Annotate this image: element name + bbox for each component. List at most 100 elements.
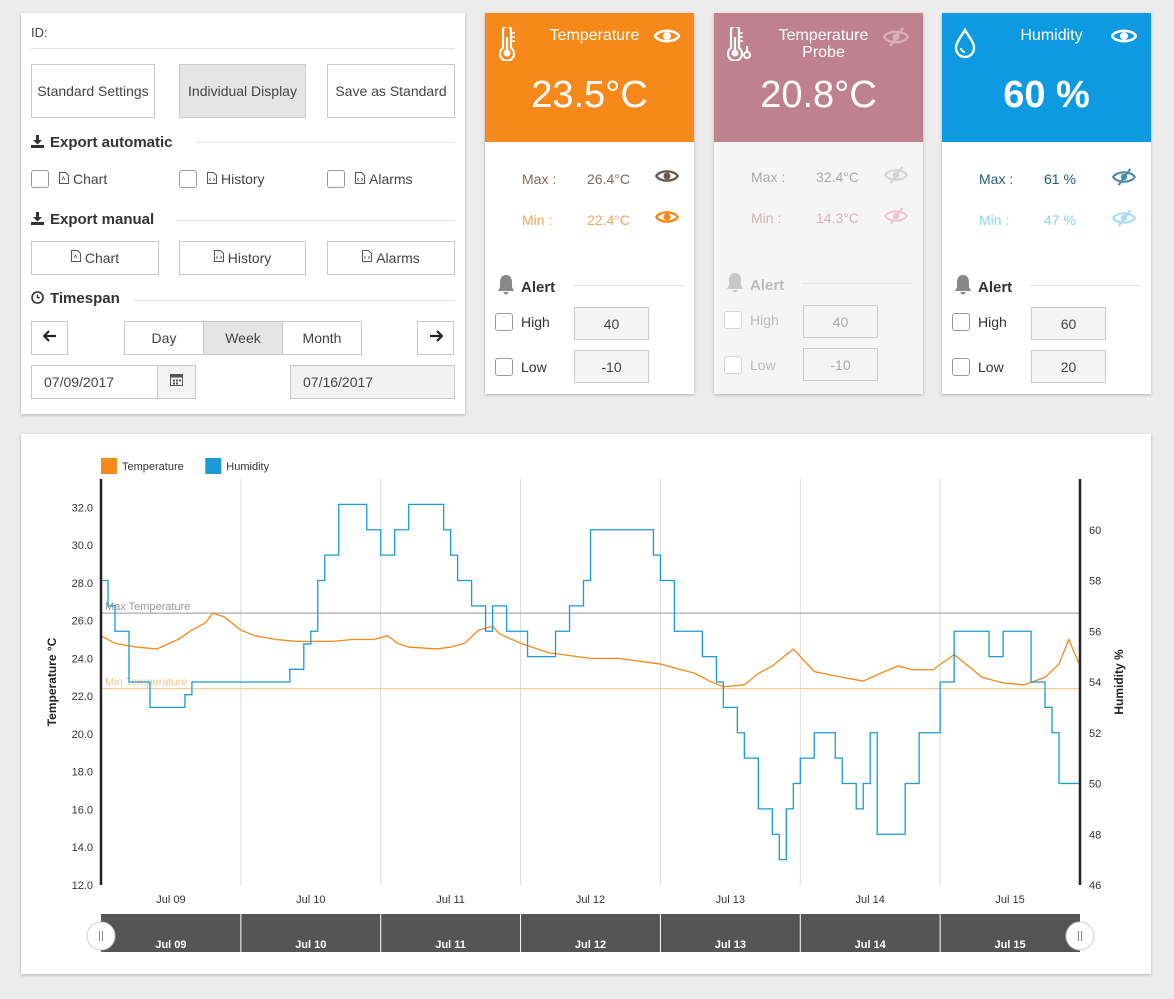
save-as-standard-button[interactable]: Save as Standard — [327, 64, 455, 118]
end-date-input[interactable]: 07/16/2017 — [290, 365, 455, 399]
y-right-tick-label: 50 — [1089, 779, 1101, 791]
temperature-card-header: Temperature 23.5°C — [485, 13, 694, 142]
alert-low-checkbox[interactable] — [495, 358, 513, 376]
y-left-tick-label: 12.0 — [72, 880, 93, 892]
y-left-tick-label: 14.0 — [72, 842, 93, 854]
auto-export-chart-checkbox[interactable] — [31, 170, 49, 188]
alert-low-checkbox[interactable] — [724, 356, 742, 374]
y-left-tick-label: 16.0 — [72, 804, 93, 816]
max-value: 32.4°C — [816, 169, 859, 185]
y-left-tick-label: 30.0 — [72, 540, 93, 552]
export-chart-button[interactable]: Chart — [31, 241, 159, 275]
eye-slash-icon[interactable] — [883, 166, 909, 187]
auto-export-alarms-checkbox[interactable] — [327, 170, 345, 188]
timespan-day-button[interactable]: Day — [124, 321, 204, 355]
timespan-week-button[interactable]: Week — [203, 321, 283, 355]
alert-low-input[interactable]: -10 — [803, 348, 878, 381]
alert-low-checkbox[interactable] — [952, 358, 970, 376]
auto-export-history-label: History — [221, 171, 265, 187]
bell-icon — [726, 272, 744, 298]
navigator-label: Jul 09 — [155, 939, 186, 951]
eye-slash-icon[interactable] — [1111, 209, 1137, 230]
alert-low-row[interactable]: Low — [952, 358, 1004, 376]
alert-low-input[interactable]: 20 — [1031, 350, 1106, 383]
alert-low-row[interactable]: Low — [724, 356, 776, 374]
navigator-handle-left[interactable] — [86, 921, 116, 951]
alert-high-row[interactable]: High — [952, 313, 1007, 331]
temperature-card: Temperature 23.5°C Max : 26.4°C Min : 22… — [485, 13, 694, 394]
timespan-title: Timespan — [31, 290, 120, 307]
alert-low-row[interactable]: Low — [495, 358, 547, 376]
eye-slash-icon[interactable] — [883, 207, 909, 228]
id-label: ID: — [31, 25, 48, 40]
alert-label: Alert — [521, 278, 556, 296]
min-value: 47 % — [1044, 212, 1076, 228]
alert-title: Alert — [497, 274, 555, 300]
divider — [573, 285, 684, 286]
navigator-label: Jul 11 — [435, 939, 466, 951]
min-value: 14.3°C — [816, 210, 859, 226]
export-alarms-button[interactable]: Alarms — [327, 241, 455, 275]
timespan-month-button[interactable]: Month — [282, 321, 362, 355]
standard-settings-button[interactable]: Standard Settings — [31, 64, 155, 118]
legend-label: Humidity — [226, 461, 269, 473]
eye-slash-icon[interactable] — [882, 27, 910, 52]
y-right-tick-label: 58 — [1089, 576, 1101, 588]
auto-export-history-checkbox[interactable] — [179, 170, 197, 188]
eye-icon[interactable] — [653, 27, 681, 50]
max-value: 61 % — [1044, 171, 1076, 187]
alert-high-row[interactable]: High — [724, 311, 779, 329]
pdf-file-icon — [59, 171, 69, 187]
temperature-series-line — [100, 612, 1081, 688]
start-date-input[interactable]: 07/09/2017 — [31, 365, 158, 399]
export-automatic-title: Export automatic — [31, 134, 173, 151]
alert-low-label: Low — [750, 357, 776, 373]
y-right-axis-title: Humidity % — [1112, 649, 1126, 715]
min-value: 22.4°C — [587, 212, 630, 228]
eye-slash-icon[interactable] — [1111, 168, 1137, 189]
export-history-button[interactable]: History — [179, 241, 306, 275]
auto-export-chart-option[interactable]: Chart — [31, 170, 107, 188]
humidity-card: Humidity 60 % Max : 61 % Min : 47 % Aler… — [942, 13, 1151, 394]
navigator-label: Jul 10 — [295, 939, 326, 951]
code-file-icon — [355, 171, 365, 187]
previous-period-button[interactable] — [31, 321, 68, 355]
eye-icon[interactable] — [655, 209, 679, 228]
navigator-handle-right[interactable] — [1065, 921, 1095, 951]
probe-card-title: Temperature Probe — [778, 27, 869, 61]
alert-label: Alert — [750, 276, 785, 294]
alert-high-label: High — [978, 314, 1007, 330]
thermometer-probe-icon — [726, 24, 752, 66]
auto-export-history-option[interactable]: History — [179, 170, 265, 188]
alert-high-input[interactable]: 60 — [1031, 307, 1106, 340]
x-tick-label: Jul 13 — [716, 894, 745, 906]
x-tick-label: Jul 11 — [436, 894, 465, 906]
alert-high-checkbox[interactable] — [952, 313, 970, 331]
max-value: 26.4°C — [587, 171, 630, 187]
alert-high-label: High — [750, 312, 779, 328]
probe-current-value: 20.8°C — [760, 74, 877, 116]
calendar-button[interactable] — [157, 365, 196, 399]
min-label: Min : — [751, 210, 782, 226]
alert-low-input[interactable]: -10 — [574, 350, 649, 383]
pdf-file-icon — [70, 248, 81, 268]
bell-icon — [497, 274, 515, 300]
x-tick-label: Jul 09 — [156, 894, 185, 906]
individual-display-button[interactable]: Individual Display — [179, 64, 306, 118]
x-tick-label: Jul 10 — [296, 894, 325, 906]
auto-export-chart-label: Chart — [73, 171, 108, 187]
export-manual-label: Export manual — [50, 211, 155, 228]
alert-high-row[interactable]: High — [495, 313, 550, 331]
alert-high-input[interactable]: 40 — [574, 307, 649, 340]
humidity-series-line — [101, 503, 1081, 861]
auto-export-alarms-option[interactable]: Alarms — [327, 170, 413, 188]
download-icon — [31, 134, 44, 151]
clock-icon — [31, 290, 44, 307]
eye-icon[interactable] — [1110, 27, 1138, 50]
eye-icon[interactable] — [655, 168, 679, 187]
alert-high-input[interactable]: 40 — [803, 305, 878, 338]
alert-high-checkbox[interactable] — [495, 313, 513, 331]
alert-high-checkbox[interactable] — [724, 311, 742, 329]
next-period-button[interactable] — [417, 321, 454, 355]
